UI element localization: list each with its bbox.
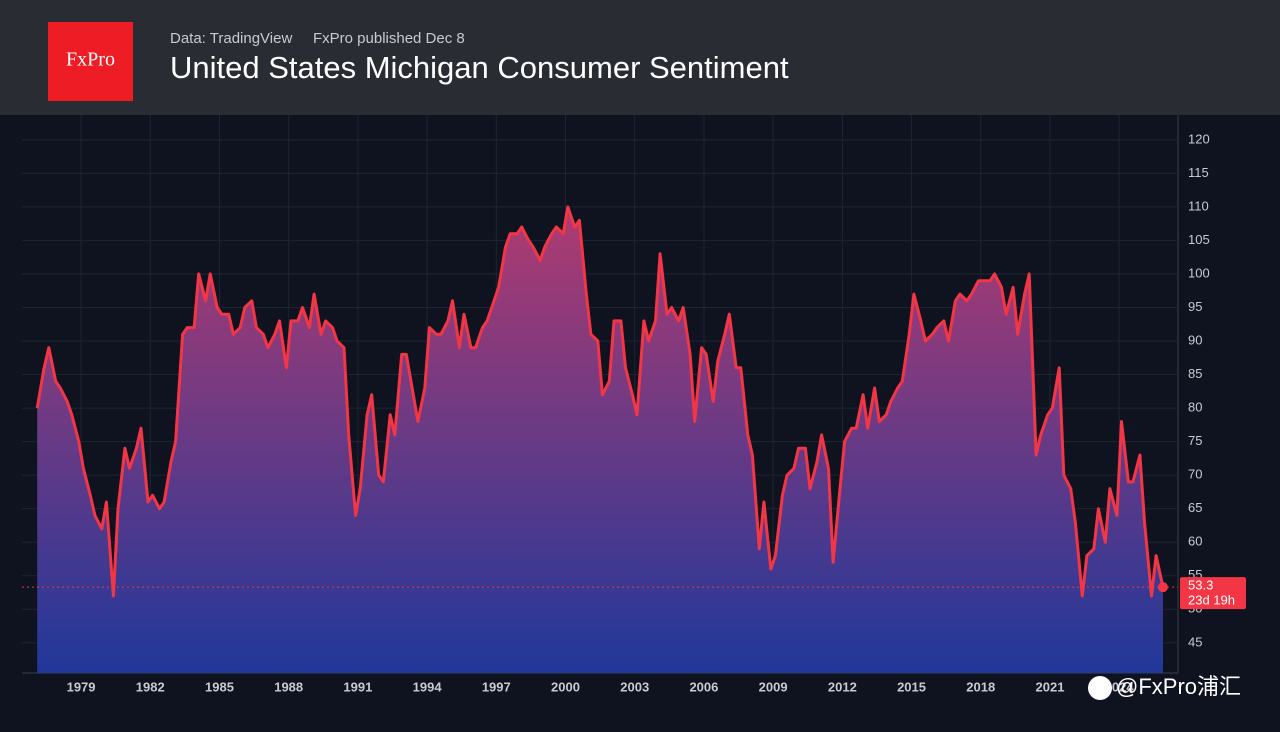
y-tick-label: 115 bbox=[1188, 165, 1209, 180]
countdown: 23d 19h bbox=[1188, 593, 1235, 608]
published: FxPro published Dec 8 bbox=[313, 30, 465, 47]
watermark: @FxPro浦汇 bbox=[1116, 674, 1241, 699]
x-tick-label: 1985 bbox=[205, 679, 234, 694]
y-tick-label: 45 bbox=[1188, 634, 1202, 649]
watermark-icon bbox=[1088, 676, 1112, 700]
last-value-label: 53.3 bbox=[1188, 578, 1213, 593]
line bbox=[35, 205, 1165, 598]
y-tick-label: 80 bbox=[1188, 400, 1202, 415]
y-tick-label: 120 bbox=[1188, 131, 1210, 146]
y-tick-label: 65 bbox=[1188, 500, 1202, 515]
x-tick-label: 2012 bbox=[828, 679, 857, 694]
chart-title: United States Michigan Consumer Sentimen… bbox=[170, 50, 789, 85]
x-tick-label: 2018 bbox=[966, 679, 995, 694]
x-tick-label: 1994 bbox=[413, 679, 443, 694]
x-tick-label: 1997 bbox=[482, 679, 511, 694]
last-value-box bbox=[1180, 577, 1246, 610]
logo bbox=[48, 22, 133, 101]
header bbox=[0, 0, 1280, 115]
logo-text: FxPro bbox=[66, 49, 115, 71]
last-point bbox=[1158, 582, 1169, 593]
y-tick-label: 100 bbox=[1188, 265, 1210, 280]
y-tick-label: 90 bbox=[1188, 332, 1202, 347]
x-tick-label: 2024 bbox=[1105, 679, 1135, 694]
y-tick-label: 75 bbox=[1188, 433, 1202, 448]
x-tick-label: 2003 bbox=[620, 679, 649, 694]
x-tick-label: 1988 bbox=[274, 679, 303, 694]
x-tick-label: 1982 bbox=[136, 679, 165, 694]
x-tick-label: 2000 bbox=[551, 679, 580, 694]
y-tick-label: 70 bbox=[1188, 467, 1202, 482]
x-tick-label: 1991 bbox=[343, 679, 372, 694]
y-tick-label: 105 bbox=[1188, 232, 1210, 247]
x-tick-label: 2006 bbox=[689, 679, 718, 694]
x-tick-label: 2015 bbox=[897, 679, 926, 694]
x-tick-label: 2009 bbox=[759, 679, 788, 694]
y-tick-label: 60 bbox=[1188, 534, 1202, 549]
y-tick-label: 110 bbox=[1188, 198, 1209, 213]
y-tick-label: 95 bbox=[1188, 299, 1202, 314]
x-tick-label: 2021 bbox=[1036, 679, 1065, 694]
source: Data: TradingView bbox=[170, 30, 292, 47]
y-tick-label: 85 bbox=[1188, 366, 1202, 381]
x-tick-label: 1979 bbox=[67, 679, 96, 694]
